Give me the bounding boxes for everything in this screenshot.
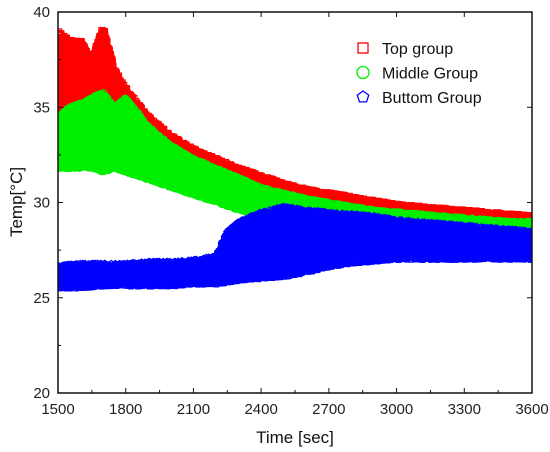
scatter-chart: 1500 1800 2100 2400 2700 3000 3300 360020253035… [0, 0, 550, 452]
